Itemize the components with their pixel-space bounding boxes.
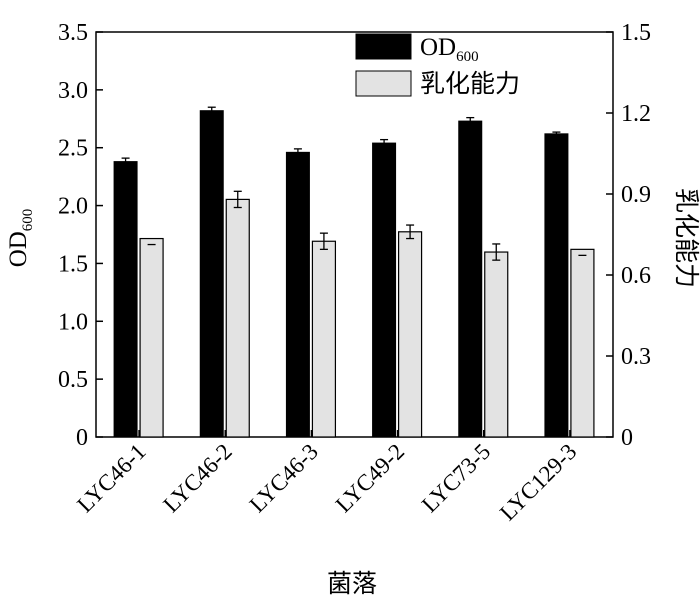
x-axis-title: 菌落 — [327, 570, 377, 598]
bar-od600 — [372, 142, 397, 438]
bar-emulsifying — [397, 231, 423, 438]
left-y-axis-title: OD600 — [5, 209, 36, 268]
plot-area-border — [95, 31, 614, 438]
right-y-tick-label: 1.2 — [621, 101, 651, 127]
right-y-tick-label: 0.6 — [621, 263, 651, 289]
x-tick-label: LYC46-2 — [158, 439, 236, 517]
x-tick-label: LYC73-5 — [417, 439, 495, 517]
left-y-axis: 0 0.5 1.0 1.5 2.0 2.5 3.0 3.5 — [58, 20, 103, 451]
error-bar-emulsifying — [319, 232, 328, 251]
bars-layer — [113, 110, 595, 438]
error-bar-od600 — [293, 148, 302, 157]
legend-swatch-od600 — [355, 33, 412, 60]
error-bar-od600 — [466, 116, 475, 126]
left-y-axis-title-main: OD — [5, 231, 32, 267]
left-y-tick-label: 2.5 — [58, 136, 88, 162]
left-y-tick-label: 2.0 — [58, 194, 88, 220]
error-bar-od600 — [207, 106, 216, 115]
legend-swatch-emulsifying — [355, 70, 412, 97]
x-tick-label: LYC49-2 — [331, 439, 409, 517]
right-y-axis: 0 0.3 0.6 0.9 1.2 1.5 — [606, 20, 651, 451]
legend-label-od600: OD600 — [420, 34, 479, 65]
error-bar-emulsifying — [406, 224, 415, 240]
left-y-tick-label: 3.5 — [58, 20, 88, 46]
error-bars-layer — [121, 106, 587, 261]
bar-emulsifying — [225, 198, 250, 438]
bar-od600 — [285, 151, 310, 438]
error-bar-od600 — [121, 157, 130, 166]
x-tick-label: LYC129-3 — [495, 439, 582, 526]
left-y-tick-label: 0.5 — [58, 367, 88, 393]
right-y-axis-title: 乳化能力 — [672, 188, 700, 288]
bar-od600 — [113, 161, 138, 438]
left-y-tick-label: 1.0 — [58, 309, 88, 335]
right-y-tick-label: 0.9 — [621, 182, 651, 208]
error-bar-emulsifying — [492, 243, 501, 261]
right-y-tick-label: 0.3 — [621, 344, 651, 370]
right-y-tick-label: 0 — [621, 425, 633, 451]
bar-emulsifying — [139, 237, 164, 438]
error-bar-od600 — [552, 131, 561, 137]
bar-od600 — [458, 120, 483, 438]
x-axis: LYC46-1 LYC46-2 LYC46-3 LYC49-2 LYC73-5 LYC12… — [72, 430, 581, 525]
error-bar-od600 — [380, 138, 389, 148]
legend: OD600 乳化能力 — [355, 33, 520, 98]
right-y-tick-label: 1.5 — [621, 20, 651, 46]
legend-label-emulsifying: 乳化能力 — [420, 70, 520, 98]
legend-label-od600-sub: 600 — [456, 49, 479, 65]
left-y-tick-label: 3.0 — [58, 78, 88, 104]
legend-label-od600-main: OD — [420, 34, 456, 61]
bar-emulsifying — [484, 251, 509, 438]
x-tick-label: LYC46-3 — [245, 439, 323, 517]
plot-frame — [95, 31, 614, 438]
bar-od600 — [199, 110, 224, 438]
bar-emulsifying — [311, 240, 337, 438]
bar-emulsifying — [570, 248, 595, 438]
bar-od600 — [544, 133, 569, 438]
left-y-axis-title-sub: 600 — [20, 209, 36, 232]
left-y-tick-label: 1.5 — [58, 251, 88, 277]
error-bar-emulsifying — [233, 190, 242, 209]
left-y-tick-label: 0 — [76, 425, 88, 451]
